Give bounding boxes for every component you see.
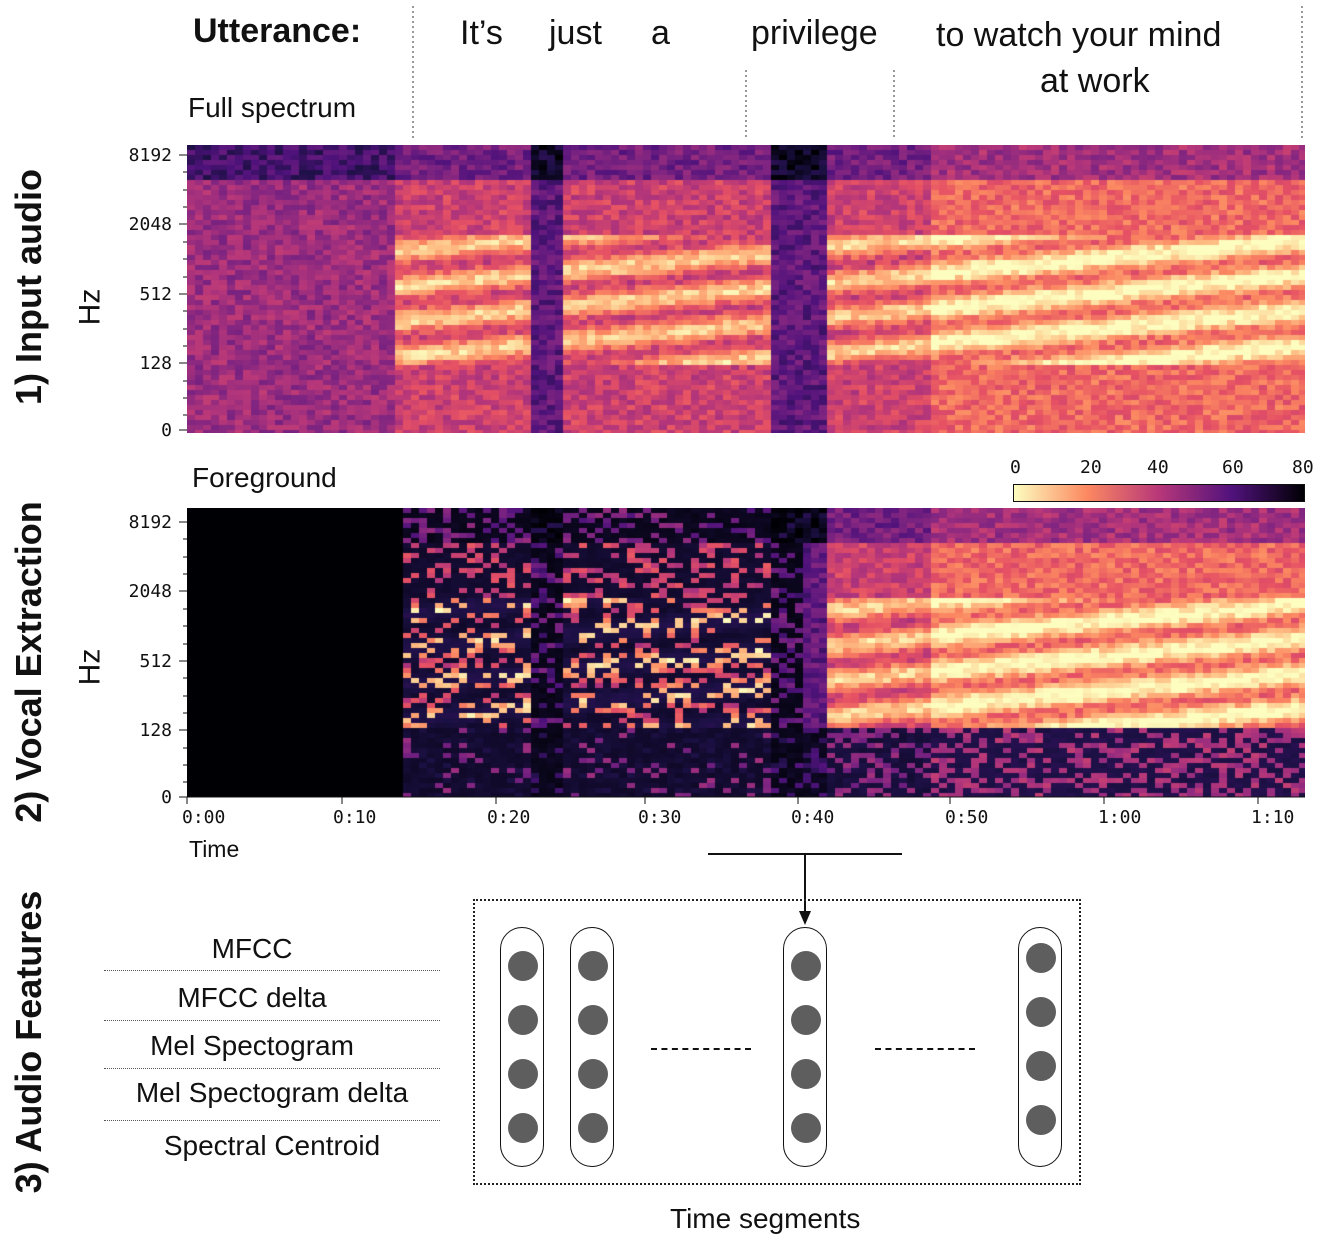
feature-separator xyxy=(104,970,440,971)
feature-node xyxy=(508,1005,538,1035)
ytick-512-bottom: 512 xyxy=(139,651,172,672)
feature-mel-spectogram: Mel Spectogram xyxy=(150,1030,354,1061)
time-segments-box xyxy=(473,899,1081,1185)
hz-label-bottom: Hz xyxy=(73,648,107,686)
xtick-0-00: 0:00 xyxy=(182,807,226,828)
feature-node xyxy=(508,1113,538,1143)
colorbar-tick-0: 0 xyxy=(1010,457,1021,478)
word-privilege: privilege xyxy=(751,14,878,52)
xtick-0-40: 0:40 xyxy=(791,807,835,828)
xtick-0-10: 0:10 xyxy=(333,807,377,828)
feature-node xyxy=(791,1005,821,1035)
xtick-1-00: 1:00 xyxy=(1098,807,1142,828)
ytick-0-top: 0 xyxy=(161,420,172,441)
feature-separator xyxy=(104,1120,440,1121)
feature-node xyxy=(578,1113,608,1143)
segment-arrow xyxy=(708,853,902,925)
foreground-title: Foreground xyxy=(192,462,337,493)
ytick-128-bottom: 128 xyxy=(139,720,172,741)
ytick-8192-bottom: 8192 xyxy=(128,512,172,533)
feature-node xyxy=(791,1059,821,1089)
ytick-2048-bottom: 2048 xyxy=(128,581,172,602)
feature-mel-spectogram-delta: Mel Spectogram delta xyxy=(135,1077,409,1108)
feature-node xyxy=(508,951,538,981)
colorbar xyxy=(1013,484,1305,502)
feature-node xyxy=(578,1005,608,1035)
section-vocal-extraction: 2) Vocal Extraction xyxy=(8,501,49,823)
ytick-512-top: 512 xyxy=(139,284,172,305)
segment-column xyxy=(570,927,614,1167)
word-its: It’s xyxy=(460,14,503,52)
yaxis-ticks-top xyxy=(179,154,187,431)
xtick-0-50: 0:50 xyxy=(945,807,989,828)
feature-node xyxy=(578,1059,608,1089)
section-input-audio: 1) Input audio xyxy=(8,169,49,405)
colorbar-tick-60: 60 xyxy=(1222,457,1244,478)
feature-node xyxy=(1026,1105,1056,1135)
feature-node xyxy=(578,951,608,981)
time-label: Time xyxy=(189,836,240,862)
word-to-watch-your-mind: to watch your mind xyxy=(936,16,1222,54)
feature-node xyxy=(1026,943,1056,973)
feature-mfcc: MFCC xyxy=(211,933,293,964)
ytick-0-bottom: 0 xyxy=(161,787,172,808)
colorbar-tick-80: 80 xyxy=(1292,457,1314,478)
feature-mfcc-delta: MFCC delta xyxy=(177,982,327,1013)
ytick-128-top: 128 xyxy=(139,353,172,374)
feature-node xyxy=(508,1059,538,1089)
feature-node xyxy=(791,1113,821,1143)
spectrogram-full xyxy=(187,145,1305,433)
word-a: a xyxy=(651,14,670,52)
xtick-0-20: 0:20 xyxy=(487,807,531,828)
section-audio-features: 3) Audio Features xyxy=(8,890,49,1194)
ytick-8192-top: 8192 xyxy=(128,145,172,166)
word-at-work: at work xyxy=(1040,62,1150,100)
segment-column xyxy=(1018,927,1062,1167)
feature-node xyxy=(791,951,821,981)
feature-node xyxy=(1026,997,1056,1027)
yaxis-ticks-bottom xyxy=(179,521,187,798)
word-just: just xyxy=(549,14,602,52)
segment-column xyxy=(500,927,544,1167)
full-spectrum-title: Full spectrum xyxy=(188,92,357,123)
colorbar-tick-40: 40 xyxy=(1147,457,1169,478)
utterance-label: Utterance: xyxy=(193,12,362,50)
feature-node xyxy=(1026,1051,1056,1081)
xtick-1-10: 1:10 xyxy=(1251,807,1295,828)
hz-label-top: Hz xyxy=(73,288,107,326)
time-axis xyxy=(186,796,1305,804)
colorbar-tick-20: 20 xyxy=(1080,457,1102,478)
feature-separator xyxy=(104,1020,440,1021)
xtick-0-30: 0:30 xyxy=(638,807,682,828)
ytick-2048-top: 2048 xyxy=(128,214,172,235)
feature-separator xyxy=(104,1068,440,1069)
time-segments-label: Time segments xyxy=(670,1203,861,1234)
spectrogram-foreground xyxy=(187,508,1305,797)
ellipsis-dashes xyxy=(875,1048,975,1050)
word-boundaries xyxy=(412,6,1303,140)
segment-column xyxy=(783,927,827,1167)
feature-spectral-centroid: Spectral Centroid xyxy=(163,1130,381,1161)
ellipsis-dashes xyxy=(651,1048,751,1050)
